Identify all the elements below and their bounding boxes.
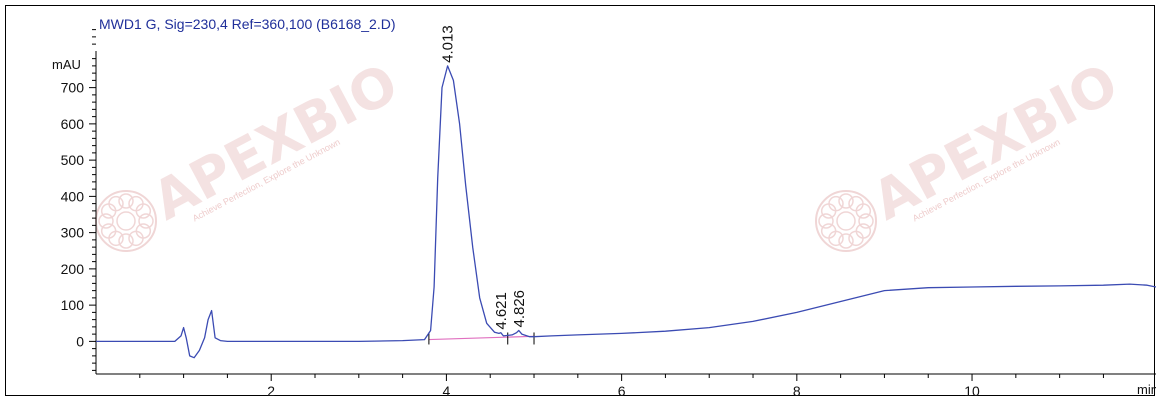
y-tick-label: 0 [76,333,84,349]
y-tick-label: 400 [61,188,85,204]
y-axis-unit-label: mAU [52,57,81,72]
watermark-logo-petal [858,213,874,229]
watermark-logo-core [836,211,856,231]
y-tick-label: 500 [61,152,85,168]
watermark-logo-petal [100,223,117,239]
y-tick-label: 300 [61,225,85,241]
y-tick-label: 200 [61,261,85,277]
x-axis-unit-label: min [1137,382,1156,397]
x-axis-ticks: 2 4 6 8 10 [139,374,1104,397]
watermark-logo-icon [95,190,157,252]
x-tick-label: 2 [267,383,275,397]
watermark-logo-petal [855,203,872,219]
peak-label: 4.621 [493,292,510,330]
watermark-brand: APEXBIO [863,51,1128,232]
chart-title: MWD1 G, Sig=230,4 Ref=360,100 (B6168_2.D… [99,16,396,32]
watermark-logo-petal [818,213,834,229]
plot-area [96,65,1156,359]
watermark-logo-icon [815,190,877,252]
y-tick-label: 100 [61,297,85,313]
watermark-logo-petal [838,233,854,249]
watermark-brand: APEXBIO [143,51,408,232]
watermark-logo-petal [838,193,854,209]
watermark-logo-petal [128,230,144,247]
watermark-logo-ring [95,190,157,252]
y-axis-ticks: 0 100 200 300 400 500 600 700 [61,29,96,371]
watermark-logo-petal [135,203,152,219]
x-tick-label: 10 [964,383,980,397]
x-tick-label: 8 [793,383,801,397]
x-tick-label: 6 [618,383,626,397]
watermark-logo-petal [118,193,134,209]
watermark-logo-ring [815,190,877,252]
watermark-logo-petal [138,213,154,229]
peak-labels: 4.013 4.621 4.826 [440,25,528,329]
watermark-logo-petal [828,195,844,212]
watermark-logo-petal [848,230,864,247]
watermark-logo-petal [108,195,124,212]
watermark-logo-petal [98,213,114,229]
integration-baseline [428,335,535,341]
watermark-logo-petal [820,223,837,239]
peak-label: 4.826 [511,290,528,328]
watermark-logo-petal [118,233,134,249]
peak-label: 4.013 [440,25,457,63]
signal-trace-1 [96,65,1156,359]
watermark-logo-core [116,211,136,231]
chart-frame: APEXBIO Achieve Perfection, Explore the U… [5,5,1156,397]
y-tick-label: 700 [61,80,85,96]
y-tick-label: 600 [61,116,85,132]
x-tick-label: 4 [443,383,451,397]
